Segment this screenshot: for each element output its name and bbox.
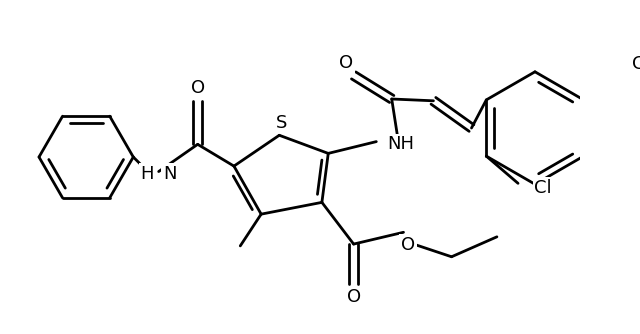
Text: NH: NH (387, 135, 414, 153)
Text: O: O (347, 288, 361, 306)
Text: N: N (163, 165, 177, 183)
Text: O: O (339, 54, 353, 72)
Text: O: O (191, 79, 205, 97)
Text: Cl: Cl (632, 55, 640, 72)
Text: H: H (141, 165, 154, 183)
Text: Cl: Cl (534, 179, 552, 197)
Text: S: S (275, 114, 287, 132)
Text: O: O (401, 236, 415, 254)
